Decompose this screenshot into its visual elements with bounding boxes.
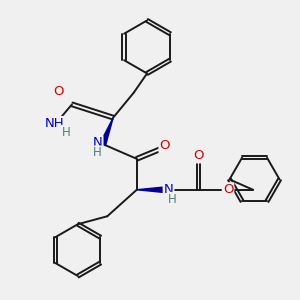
Text: N: N: [93, 136, 103, 149]
Text: H: H: [93, 146, 102, 159]
Text: O: O: [193, 149, 204, 162]
Polygon shape: [137, 187, 166, 193]
Text: N: N: [164, 183, 173, 196]
Text: H: H: [62, 126, 70, 139]
Text: O: O: [160, 139, 170, 152]
Text: O: O: [223, 183, 233, 196]
Text: NH: NH: [44, 117, 64, 130]
Polygon shape: [100, 118, 113, 145]
Text: O: O: [53, 85, 64, 98]
Text: H: H: [168, 193, 177, 206]
